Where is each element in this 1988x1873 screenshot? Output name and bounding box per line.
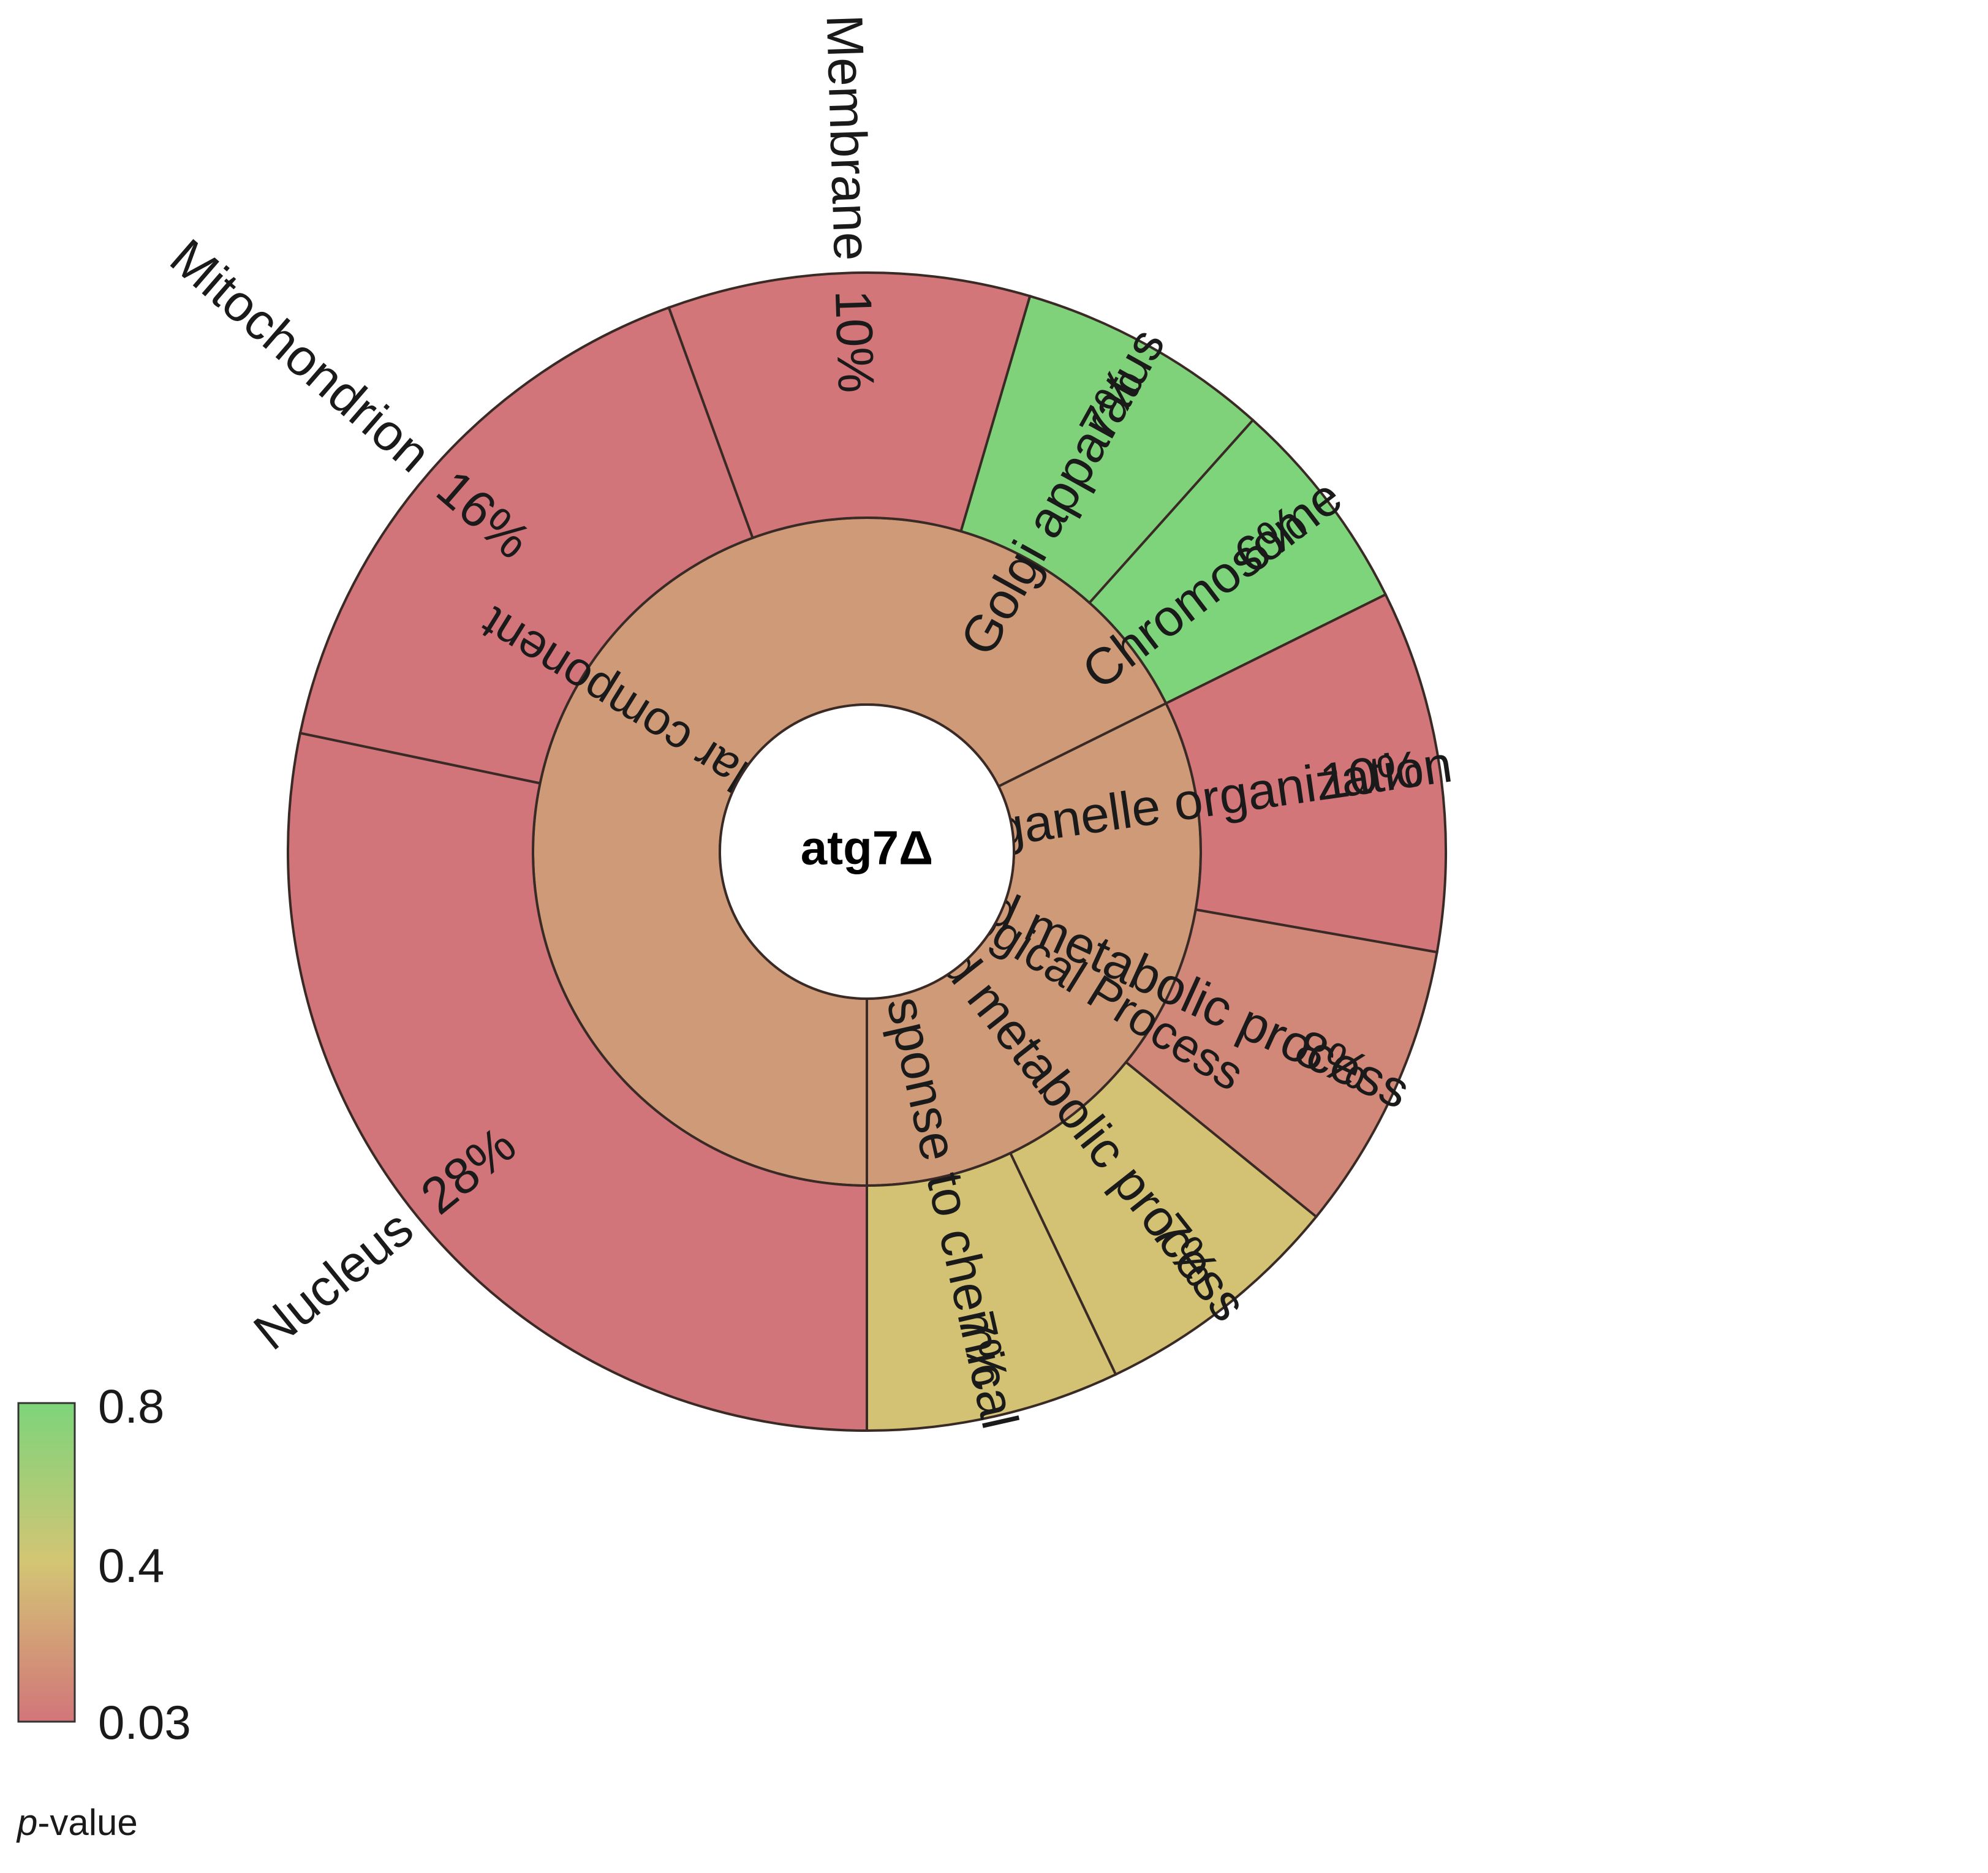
colorbar-title-rest: -value — [37, 1802, 137, 1843]
center-hole — [719, 703, 1015, 1000]
center-title: atg7Δ — [801, 821, 933, 875]
category-label-mitochondrion: Mitochondrion — [160, 228, 442, 483]
colorbar-tick-high: 0.8 — [98, 1379, 164, 1433]
outer-segment-nucleus — [287, 732, 868, 1432]
category-label-nucleus: Nucleus — [243, 1199, 424, 1361]
colorbar-tick-mid: 0.4 — [98, 1538, 164, 1592]
colorbar-tick-low: 0.03 — [98, 1695, 191, 1749]
colorbar-title-italic: p — [16, 1802, 37, 1843]
percent-label-membrane: 10% — [825, 289, 885, 394]
segments-group — [287, 271, 1447, 1432]
colorbar-title: p-value — [16, 1802, 138, 1843]
outer-segment-mitochondrion — [298, 306, 755, 785]
colorbar — [17, 1402, 76, 1723]
outer-segment-response-to-chemical — [866, 1151, 1117, 1432]
outer-segment-membrane — [667, 271, 1032, 540]
category-label-membrane: Membrane — [815, 13, 881, 261]
colorbar-legend: 0.8 0.4 0.03 p-value — [16, 1379, 191, 1843]
outer-segment-organelle-organization — [1164, 592, 1447, 954]
